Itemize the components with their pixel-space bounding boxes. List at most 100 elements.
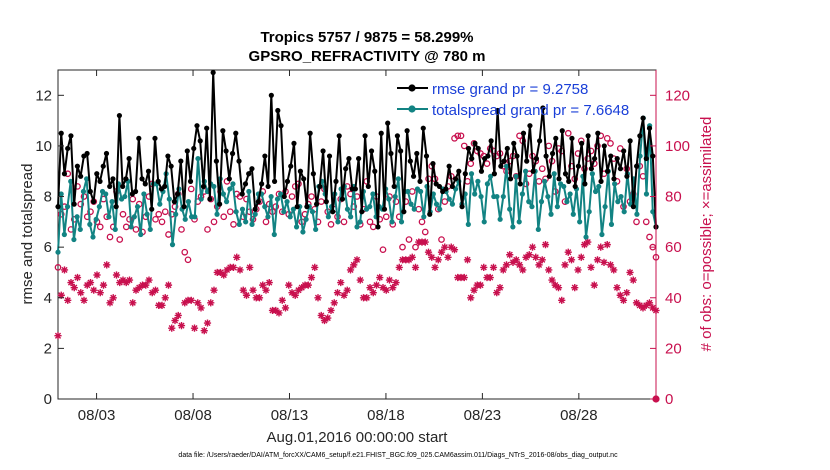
rmse-point: [252, 206, 258, 212]
assimilated-obs-marker: [515, 261, 524, 269]
asterisk-glyph: [194, 299, 202, 307]
assimilated-obs-marker: [444, 253, 452, 261]
rmse-point: [259, 181, 265, 187]
rmse-point: [94, 171, 100, 177]
assimilated-obs-marker: [613, 284, 621, 292]
rmse-point: [297, 168, 304, 174]
totalspread-point: [262, 204, 268, 210]
assimilated-obs-marker: [571, 284, 579, 292]
assimilated-obs-marker: [632, 299, 641, 307]
totalspread-point: [182, 216, 188, 222]
rmse-point: [162, 183, 168, 190]
asterisk-glyph: [450, 246, 459, 254]
rmse-point: [462, 171, 468, 177]
rmse-point: [223, 148, 229, 154]
rmse-point: [553, 135, 559, 141]
asterisk-glyph: [181, 299, 189, 307]
assimilated-obs-marker: [223, 266, 231, 274]
assimilated-obs-marker: [551, 281, 559, 289]
asterisk-glyph: [350, 261, 358, 269]
rmse-point: [116, 112, 123, 119]
assimilated-obs-marker: [593, 256, 602, 264]
rmse-point: [575, 163, 582, 169]
asterisk-glyph: [467, 294, 475, 302]
rmse-point: [126, 155, 132, 162]
rmse-point: [488, 138, 494, 144]
totalspread-point: [293, 224, 300, 230]
rmse-point: [197, 138, 203, 144]
rmse-point: [100, 163, 106, 169]
possible-obs-marker: [516, 132, 523, 140]
rmse-point: [582, 181, 588, 187]
assimilated-obs-marker: [197, 304, 205, 312]
asterisk-glyph: [265, 278, 273, 287]
rmse-point: [313, 201, 320, 207]
totalspread-point: [596, 183, 602, 190]
asterisk-glyph: [90, 286, 98, 294]
assimilated-obs-marker: [356, 276, 364, 284]
assimilated-obs-marker: [265, 278, 273, 287]
asterisk-glyph: [80, 296, 88, 304]
assimilated-obs-marker: [392, 278, 400, 287]
assimilated-obs-marker: [187, 296, 195, 304]
rmse-point: [475, 145, 481, 152]
assimilated-obs-marker: [324, 314, 332, 322]
rmse-point: [446, 163, 452, 169]
asterisk-glyph: [161, 294, 169, 302]
totalspread-point: [561, 183, 567, 190]
assimilated-obs-marker: [73, 273, 82, 282]
rmse-point: [236, 158, 242, 164]
assimilated-obs-marker: [610, 266, 618, 274]
asterisk-glyph: [577, 253, 585, 261]
rmse-point: [569, 135, 575, 141]
asterisk-glyph: [515, 261, 524, 269]
asterisk-glyph: [129, 299, 137, 307]
assimilated-obs-marker: [382, 286, 390, 294]
assimilated-obs-marker: [486, 273, 494, 282]
totalspread-point: [522, 168, 529, 174]
rmse-point: [113, 204, 119, 210]
totalspread-point: [519, 191, 526, 197]
rmse-point: [614, 155, 620, 162]
asterisk-glyph: [70, 284, 78, 292]
assimilated-obs-marker: [447, 243, 455, 251]
rmse-point: [191, 145, 197, 152]
totalspread-point: [478, 193, 484, 200]
rmse-point: [210, 69, 216, 76]
asterisk-glyph: [314, 294, 322, 302]
possible-obs-marker: [412, 243, 419, 251]
totalspread-point: [325, 214, 331, 220]
asterisk-glyph: [363, 294, 371, 302]
assimilated-obs-marker: [99, 281, 108, 289]
totalspread-point: [131, 214, 137, 220]
asterisk-glyph: [541, 241, 550, 249]
asterisk-glyph: [496, 284, 504, 292]
y-tick-label-left: 8: [44, 189, 52, 206]
totalspread-point: [144, 211, 150, 217]
rmse-point: [213, 158, 219, 164]
rmse-point: [304, 204, 310, 210]
totalspread-point: [77, 226, 83, 233]
totalspread-point: [367, 204, 373, 210]
totalspread-point: [542, 178, 548, 184]
rmse-point: [595, 130, 601, 136]
assimilated-obs-marker: [129, 299, 137, 307]
assimilated-obs-marker: [525, 251, 533, 259]
assimilated-obs-marker: [528, 243, 537, 251]
assimilated-obs-marker: [366, 284, 374, 292]
totalspread-point: [61, 231, 67, 238]
asterisk-glyph: [626, 268, 634, 277]
x-tick-label: 08/18: [367, 407, 405, 424]
asterisk-glyph: [512, 256, 520, 264]
asterisk-glyph: [392, 278, 400, 287]
rmse-point: [420, 125, 426, 131]
totalspread-point: [138, 231, 144, 238]
asterisk-glyph: [177, 322, 186, 330]
rmse-point: [491, 171, 497, 177]
rmse-point: [149, 206, 155, 212]
possible-obs-marker: [230, 221, 237, 228]
assimilated-obs-marker: [372, 281, 381, 289]
rmse-point: [543, 153, 549, 159]
asterisk-glyph: [580, 241, 589, 249]
assimilated-obs-marker: [281, 304, 290, 312]
